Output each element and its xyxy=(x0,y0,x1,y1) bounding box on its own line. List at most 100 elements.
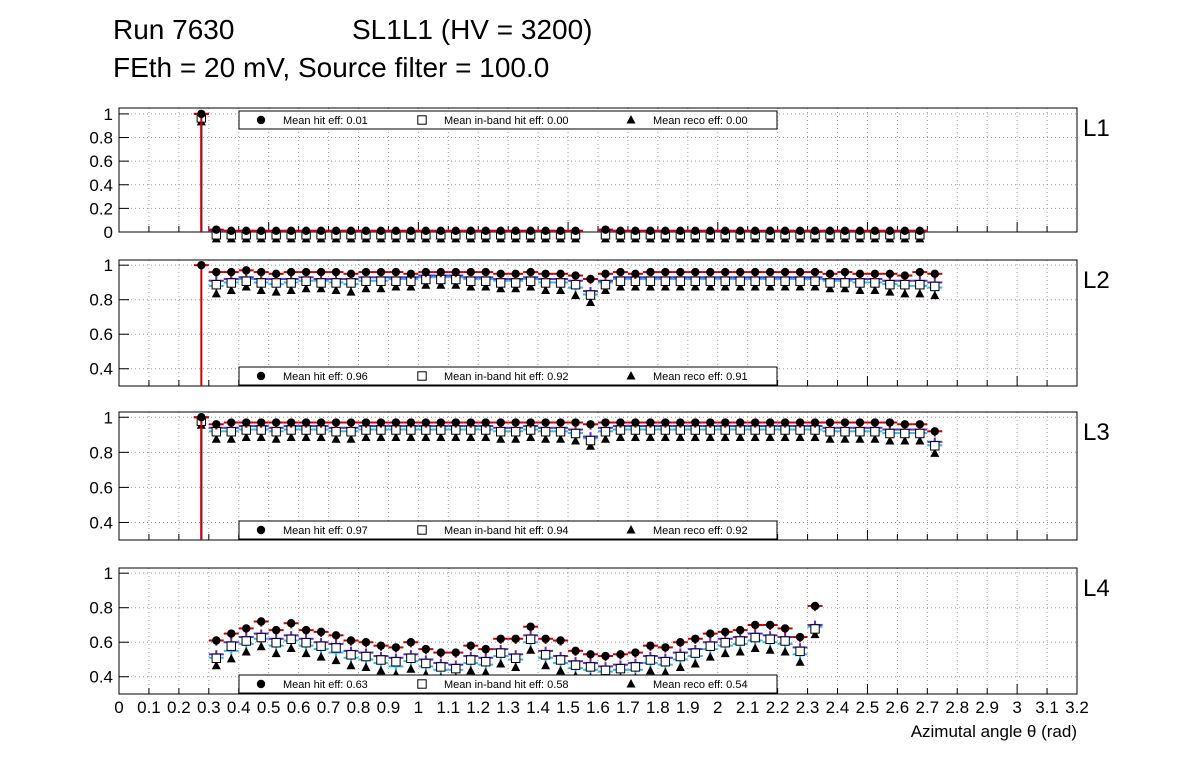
inband-point xyxy=(568,425,584,439)
reco-marker xyxy=(391,432,401,442)
hit-marker xyxy=(750,620,760,630)
hit-point xyxy=(268,418,284,428)
hit-marker xyxy=(721,627,730,637)
hit-marker xyxy=(331,267,341,277)
hit-point xyxy=(523,226,539,236)
inband-marker xyxy=(585,435,596,446)
legend-inband-marker xyxy=(417,679,427,689)
inband-marker xyxy=(690,276,700,286)
reco-marker xyxy=(316,283,326,293)
hit-point xyxy=(553,636,569,646)
hit-point xyxy=(687,226,703,236)
run-title: Run 7630 xyxy=(113,14,235,45)
inband-marker xyxy=(915,428,925,439)
hit-point xyxy=(268,269,284,279)
inband-marker xyxy=(406,653,416,664)
hit-point xyxy=(837,267,853,278)
hit-point xyxy=(852,418,868,428)
inband-marker xyxy=(496,427,506,437)
hit-marker xyxy=(212,636,221,645)
reco-marker xyxy=(705,281,715,291)
hit-marker xyxy=(346,226,356,236)
hit-point xyxy=(553,418,569,428)
legend-inband-marker xyxy=(417,525,427,535)
hit-marker xyxy=(212,420,221,429)
hit-marker xyxy=(765,226,775,236)
hit-marker xyxy=(616,650,625,659)
reco-marker xyxy=(735,281,745,291)
x-tick-label: 1.7 xyxy=(616,698,640,717)
hit-point xyxy=(762,620,778,631)
inband-marker xyxy=(675,651,686,662)
inband-marker xyxy=(316,278,326,288)
x-tick-label: 0.2 xyxy=(167,698,191,717)
inband-point xyxy=(583,286,598,300)
hit-point xyxy=(657,226,673,236)
hit-point xyxy=(657,267,673,278)
reco-marker xyxy=(556,285,566,294)
hit-marker xyxy=(855,226,865,236)
reco-marker xyxy=(705,432,715,442)
hit-marker xyxy=(571,226,580,236)
inband-point xyxy=(313,638,329,651)
inband-marker xyxy=(211,280,221,290)
hit-point xyxy=(538,418,554,428)
hit-point xyxy=(358,638,374,648)
hit-point xyxy=(388,226,404,236)
hit-point xyxy=(777,267,793,278)
hit-marker xyxy=(676,226,685,236)
inband-marker xyxy=(331,427,341,437)
legend-entry: Mean in-band hit eff: 0.92 xyxy=(444,371,569,383)
reco-marker xyxy=(735,432,745,442)
hit-marker xyxy=(616,226,625,236)
hit-point xyxy=(792,226,808,236)
inband-marker xyxy=(705,641,715,651)
reco-marker xyxy=(241,432,251,442)
hit-point xyxy=(717,226,733,236)
inband-marker xyxy=(585,290,596,300)
reco-marker xyxy=(556,665,566,675)
hit-marker xyxy=(286,267,296,277)
inband-marker xyxy=(346,427,356,437)
hit-marker xyxy=(706,267,715,277)
inband-marker xyxy=(645,276,656,286)
reco-marker xyxy=(271,287,281,296)
inband-marker xyxy=(855,427,865,437)
inband-marker xyxy=(510,278,521,288)
reco-marker xyxy=(346,660,356,670)
inband-marker xyxy=(690,648,700,658)
panel-l4: 0.4 0.6 0.8 1 L4 Mean hit eff: 0.63 Mean in-ba… xyxy=(89,564,1110,695)
hit-point xyxy=(717,418,733,428)
inband-marker xyxy=(346,278,356,288)
hit-point xyxy=(642,418,658,428)
hit-marker xyxy=(197,260,206,270)
hit-point xyxy=(253,267,269,278)
reco-marker xyxy=(825,434,835,443)
legend-inband-marker xyxy=(417,371,427,381)
hit-marker xyxy=(915,267,925,277)
hit-marker xyxy=(885,226,895,236)
reco-marker xyxy=(750,432,760,442)
hit-marker xyxy=(466,418,475,427)
hit-marker xyxy=(212,225,221,234)
legend-entry: Mean in-band hit eff: 0.00 xyxy=(444,115,569,127)
hit-point xyxy=(852,269,868,279)
inband-marker xyxy=(900,280,910,290)
hit-marker xyxy=(661,226,670,236)
hit-point xyxy=(612,418,628,428)
hit-point xyxy=(418,267,434,278)
reco-marker xyxy=(331,655,341,665)
reco-marker xyxy=(600,285,610,294)
inband-marker xyxy=(525,634,536,645)
hit-point xyxy=(193,413,209,540)
inband-marker xyxy=(780,276,790,286)
hit-marker xyxy=(511,418,520,427)
inband-marker xyxy=(735,276,745,286)
hit-point xyxy=(598,269,613,279)
y-tick-label: 0.4 xyxy=(89,668,113,687)
inband-point xyxy=(672,648,688,662)
inband-point xyxy=(583,432,598,446)
inband-point xyxy=(283,274,299,288)
hit-point xyxy=(328,631,344,641)
hit-marker xyxy=(571,271,580,280)
